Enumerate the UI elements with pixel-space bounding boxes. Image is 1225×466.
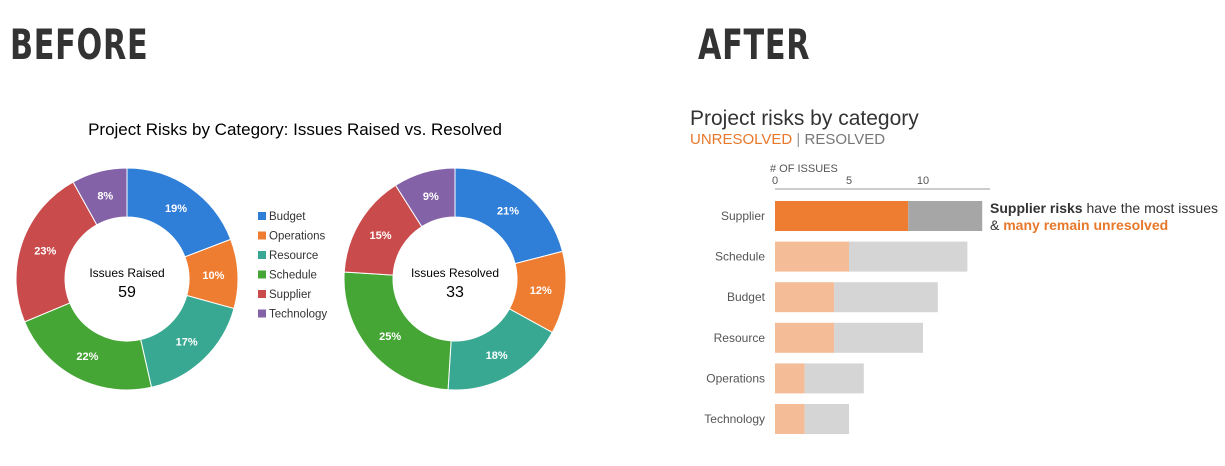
x-tick-0: 0 xyxy=(772,175,778,187)
donut1-slice-label: 19% xyxy=(165,203,187,215)
after-heading: AFTER xyxy=(698,20,811,69)
bar-unresolved-schedule xyxy=(775,241,849,272)
bar-unresolved-supplier xyxy=(775,201,909,231)
bar-resolved-operations xyxy=(804,363,864,394)
category-label-operations: Operations xyxy=(706,371,765,385)
donut1-center-label: Issues Raised xyxy=(89,266,164,280)
legend-label-operations: Operations xyxy=(269,231,326,243)
donut2-slice-label: 21% xyxy=(497,206,519,218)
after-bar-chart: # OF ISSUES051015SupplierScheduleBudgetR… xyxy=(704,163,990,434)
donut1-slice-schedule xyxy=(23,302,153,391)
annotation-bold: Supplier risks xyxy=(990,200,1083,216)
legend-swatch-schedule xyxy=(258,270,266,279)
legend-swatch-technology xyxy=(258,309,266,318)
donut2-slice-label: 15% xyxy=(370,230,392,242)
after-chart-subtitle: UNRESOLVED | RESOLVED xyxy=(690,131,885,148)
category-label-schedule: Schedule xyxy=(715,250,765,264)
bar-unresolved-resource xyxy=(775,322,835,353)
x-tick-5: 5 xyxy=(846,175,852,187)
annotation: Supplier risks have the most issues & ma… xyxy=(990,200,1225,234)
donut2-slice-label: 12% xyxy=(530,285,552,297)
category-label-technology: Technology xyxy=(704,412,765,426)
annotation-text: have the most issues & xyxy=(990,200,1218,233)
before-chart-title: Project Risks by Category: Issues Raised… xyxy=(88,120,502,139)
donut1-slice-label: 23% xyxy=(34,246,56,258)
legend-label-schedule: Schedule xyxy=(269,270,317,282)
bar-unresolved-technology xyxy=(775,404,805,434)
legend-swatch-budget xyxy=(258,212,266,220)
donut2-center-value: 33 xyxy=(446,284,464,301)
donut1-slice-supplier xyxy=(15,181,98,323)
bar-resolved-resource xyxy=(834,322,923,353)
x-tick-10: 10 xyxy=(917,175,929,187)
bar-resolved-budget xyxy=(834,282,938,313)
legend-label-supplier: Supplier xyxy=(269,289,311,301)
category-label-supplier: Supplier xyxy=(721,209,765,223)
x-axis-title: # OF ISSUES xyxy=(770,163,838,175)
subtitle-unresolved: UNRESOLVED xyxy=(690,131,793,148)
donut2-slice-schedule xyxy=(343,271,452,391)
donut1-slice-label: 22% xyxy=(76,351,98,363)
legend-swatch-operations xyxy=(258,231,266,240)
donut2-slice-label: 9% xyxy=(423,191,439,203)
donut1-slice-label: 10% xyxy=(202,270,224,282)
donut2-center-label: Issues Resolved xyxy=(411,266,499,280)
bar-resolved-technology xyxy=(804,404,849,434)
donut2-slice-label: 25% xyxy=(379,331,401,343)
donut1-slice-label: 8% xyxy=(97,190,113,202)
bar-resolved-schedule xyxy=(849,241,968,272)
legend-label-resource: Resource xyxy=(269,250,318,262)
donut2-slice-label: 18% xyxy=(486,350,508,362)
legend-swatch-supplier xyxy=(258,290,266,298)
donut2-slice-technology xyxy=(394,167,456,228)
legend-label-budget: Budget xyxy=(269,211,306,223)
before-donut-charts: 19% 10% 17% 22% 23% 8% Issues Raised 59 21% 12% 18… xyxy=(15,167,567,391)
category-label-resource: Resource xyxy=(714,331,766,345)
annotation-highlight: many remain unresolved xyxy=(1003,217,1169,233)
legend-label-technology: Technology xyxy=(269,309,327,321)
bar-unresolved-operations xyxy=(775,363,805,394)
after-chart-title: Project risks by category xyxy=(690,107,919,130)
subtitle-separator: | xyxy=(796,131,801,148)
bar-unresolved-budget xyxy=(775,282,835,313)
category-label-budget: Budget xyxy=(727,290,766,304)
donut1-center-value: 59 xyxy=(118,284,136,301)
donut1-slice-technology xyxy=(72,167,128,226)
legend-swatch-resource xyxy=(258,251,266,259)
before-heading: BEFORE xyxy=(10,20,149,69)
subtitle-resolved: RESOLVED xyxy=(804,131,886,148)
bar-resolved-supplier xyxy=(908,201,983,231)
donut1-slice-label: 17% xyxy=(176,337,198,349)
